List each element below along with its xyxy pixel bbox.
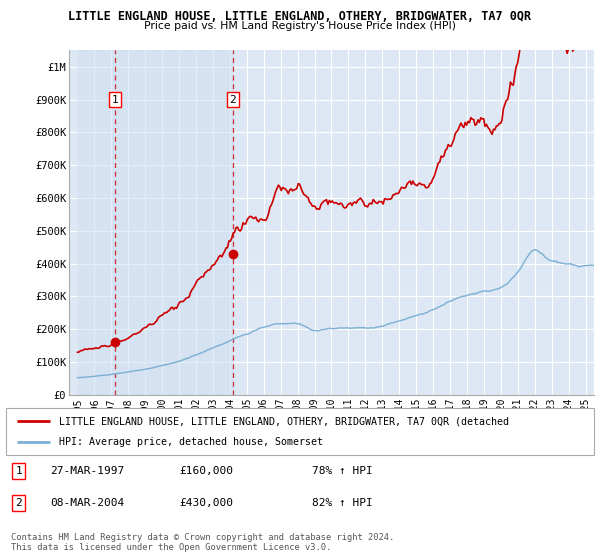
Text: £160,000: £160,000: [179, 466, 233, 476]
Text: Contains HM Land Registry data © Crown copyright and database right 2024.: Contains HM Land Registry data © Crown c…: [11, 533, 394, 542]
Text: £430,000: £430,000: [179, 498, 233, 508]
Text: 27-MAR-1997: 27-MAR-1997: [50, 466, 124, 476]
Text: 78% ↑ HPI: 78% ↑ HPI: [312, 466, 373, 476]
Text: 08-MAR-2004: 08-MAR-2004: [50, 498, 124, 508]
Text: 2: 2: [230, 95, 236, 105]
Text: LITTLE ENGLAND HOUSE, LITTLE ENGLAND, OTHERY, BRIDGWATER, TA7 0QR (detached: LITTLE ENGLAND HOUSE, LITTLE ENGLAND, OT…: [59, 416, 509, 426]
Text: Price paid vs. HM Land Registry's House Price Index (HPI): Price paid vs. HM Land Registry's House …: [144, 21, 456, 31]
Text: 2: 2: [16, 498, 22, 508]
Text: This data is licensed under the Open Government Licence v3.0.: This data is licensed under the Open Gov…: [11, 543, 331, 552]
Text: HPI: Average price, detached house, Somerset: HPI: Average price, detached house, Some…: [59, 437, 323, 447]
Text: LITTLE ENGLAND HOUSE, LITTLE ENGLAND, OTHERY, BRIDGWATER, TA7 0QR: LITTLE ENGLAND HOUSE, LITTLE ENGLAND, OT…: [68, 10, 532, 23]
Text: 1: 1: [16, 466, 22, 476]
Text: 82% ↑ HPI: 82% ↑ HPI: [312, 498, 373, 508]
Text: 1: 1: [112, 95, 119, 105]
FancyBboxPatch shape: [6, 408, 594, 455]
